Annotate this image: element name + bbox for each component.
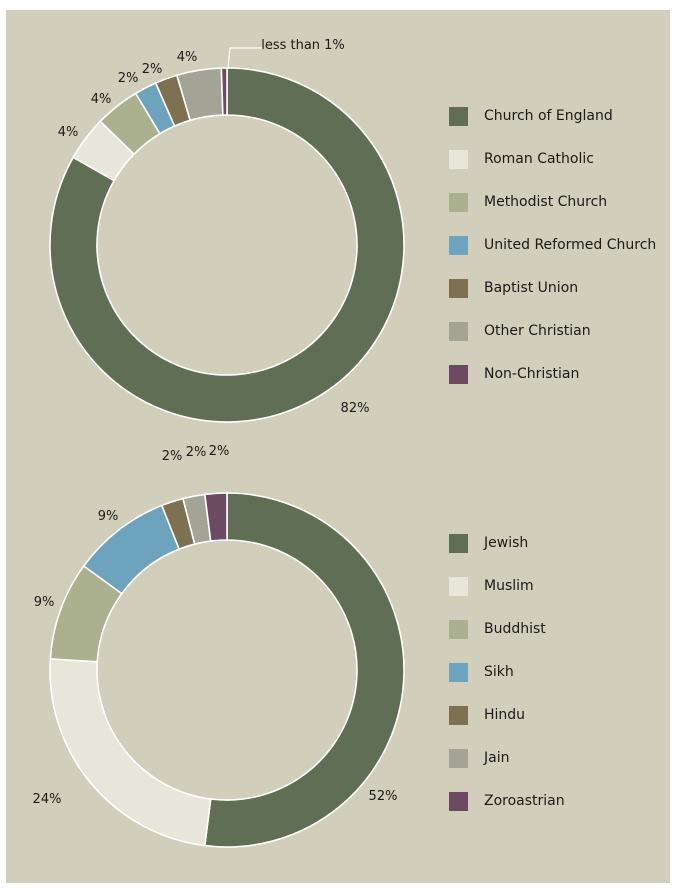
value-label-church-of-england: 82%: [341, 401, 370, 416]
slice-muslim: [49, 658, 212, 847]
legend-label: United Reformed Church: [484, 237, 657, 253]
leader-line: [227, 47, 262, 70]
other-faiths-donut-chart: 52%24%9%9%2% 2% 2%: [33, 444, 405, 848]
value-label-sikh: 9%: [98, 509, 119, 524]
legend-label: Muslim: [484, 578, 534, 594]
value-label-other-christian: 4%: [177, 50, 198, 65]
christian-donut-chart: 82% 4% 4% 2%2% 4% less than 1%: [49, 38, 405, 423]
value-label-zoroastrian: 2%: [209, 444, 230, 459]
value-label-muslim: 24%: [33, 792, 62, 807]
value-label-jain: 2%: [186, 445, 207, 460]
legend-item-methodist-church: Methodist Church: [449, 192, 607, 212]
legend-swatch: [449, 278, 468, 298]
legend-swatch: [449, 235, 468, 255]
legend-swatch: [449, 106, 468, 126]
legend-item-buddhist: Buddhist: [449, 619, 546, 639]
legend-item-non-christian: Non-Christian: [449, 364, 579, 384]
value-label-united-reformed-church: 2%: [118, 71, 139, 86]
value-label-buddhist: 9%: [34, 595, 55, 610]
legend-item-muslim: Muslim: [449, 576, 534, 596]
legend-swatch: [449, 791, 468, 811]
legend-swatch: [449, 748, 468, 768]
legend-item-sikh: Sikh: [449, 662, 514, 682]
legend-item-zoroastrian: Zoroastrian: [449, 791, 565, 811]
legend-label: Methodist Church: [484, 194, 608, 210]
legend-swatch: [449, 662, 468, 682]
value-label-methodist-church: 4%: [91, 92, 112, 107]
value-label-baptist-union: 2%: [142, 62, 163, 77]
legend-swatch: [449, 619, 468, 639]
legend-label: Buddhist: [484, 621, 546, 637]
legend-label: Roman Catholic: [484, 151, 594, 167]
legend-label: Hindu: [484, 707, 526, 723]
legend-swatch: [449, 321, 468, 341]
value-label-non-christian: less than 1%: [261, 38, 345, 53]
legend-label: Zoroastrian: [484, 793, 565, 809]
legend-swatch: [449, 533, 468, 553]
legend-label: Non-Christian: [484, 366, 580, 382]
legend-item-baptist-union: Baptist Union: [449, 278, 578, 298]
legend-item-united-reformed-church: United Reformed Church: [449, 235, 656, 255]
legend-label: Jain: [484, 750, 510, 766]
legend-label: Baptist Union: [484, 280, 579, 296]
legend-label: Church of England: [484, 108, 613, 124]
value-label-hindu: 2%: [162, 449, 183, 464]
legend-swatch: [449, 149, 468, 169]
legend-swatch: [449, 576, 468, 596]
slice-non-christian: [220, 67, 228, 116]
slice-church-of-england: [49, 67, 405, 423]
slice-zoroastrian: [203, 492, 228, 542]
legend-swatch: [449, 192, 468, 212]
legend-item-hindu: Hindu: [449, 705, 525, 725]
legend-item-jain: Jain: [449, 748, 509, 768]
legend-swatch: [449, 705, 468, 725]
legend-label: Jewish: [484, 535, 529, 551]
value-label-roman-catholic: 4%: [58, 125, 79, 140]
legend-item-church-of-england: Church of England: [449, 106, 613, 126]
legend-item-roman-catholic: Roman Catholic: [449, 149, 594, 169]
legend-label: Sikh: [484, 664, 514, 680]
legend-swatch: [449, 364, 468, 384]
slice-jewish: [203, 492, 405, 848]
legend-item-jewish: Jewish: [449, 533, 528, 553]
value-label-jewish: 52%: [369, 789, 398, 804]
legend-label: Other Christian: [484, 323, 591, 339]
legend-item-other-christian: Other Christian: [449, 321, 591, 341]
